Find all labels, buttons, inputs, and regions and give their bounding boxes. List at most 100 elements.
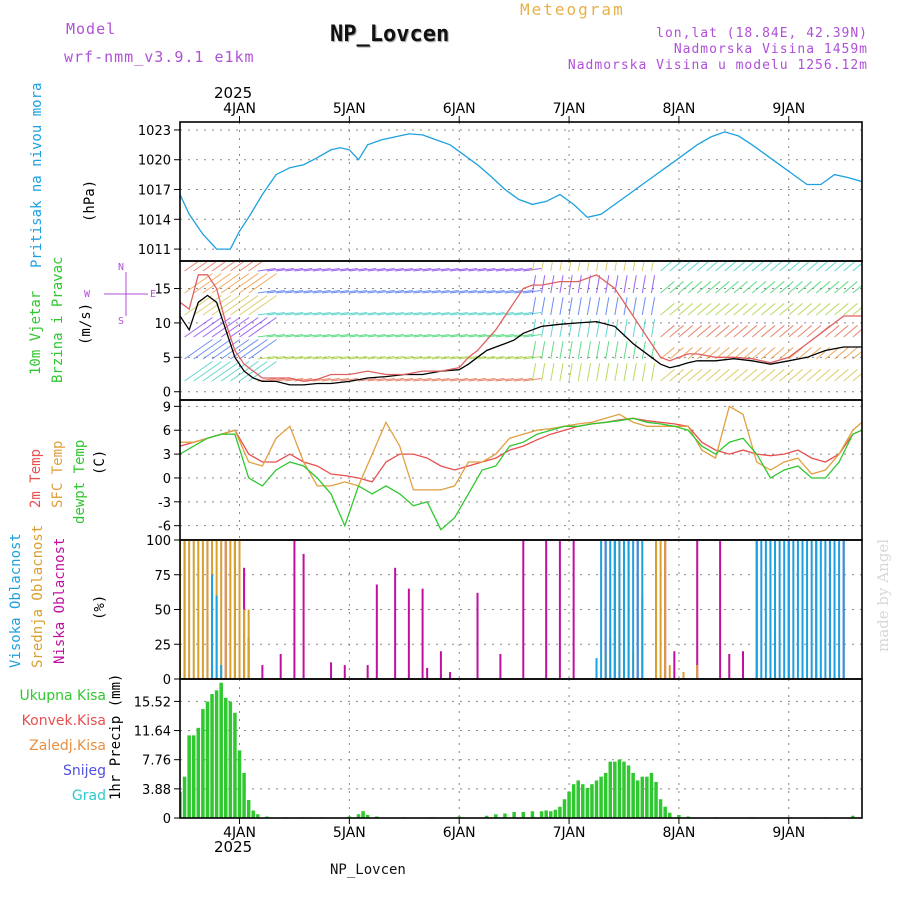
wind-barb: [312, 377, 331, 382]
wind-barb: [843, 347, 858, 360]
wind-barb: [751, 281, 767, 294]
y-tick-label: 1023: [138, 124, 171, 139]
bar: [796, 540, 799, 679]
bar: [640, 776, 645, 818]
wind-barb: [413, 267, 432, 272]
wind-barb: [550, 319, 555, 338]
wind-barb: [468, 311, 487, 316]
wind-barb: [385, 333, 404, 338]
wind-barb: [568, 319, 573, 338]
y-tick-label: 25: [154, 638, 171, 653]
bar: [663, 806, 667, 818]
wind-barb: [395, 333, 414, 338]
lonlat-label: lon,lat (18.84E, 42.39N): [656, 26, 868, 41]
y-tick-label: 0: [163, 386, 171, 401]
wind-barb: [477, 267, 496, 272]
wind-barb: [852, 328, 862, 338]
wind-barb: [468, 333, 487, 338]
wind-barb: [495, 311, 514, 316]
wind-barb: [568, 261, 572, 272]
y-tick-label: 0: [163, 812, 171, 827]
wind-barb: [605, 319, 610, 338]
wind-barb: [330, 333, 349, 338]
bar: [631, 772, 635, 818]
wind-barb: [239, 317, 268, 338]
bar: [562, 799, 567, 818]
panel-clouds: 0 25 50 75 100: [146, 534, 863, 688]
wind-barb: [184, 317, 213, 338]
wind-barb: [760, 303, 776, 316]
x-label-top: 8JAN: [662, 101, 695, 117]
bar: [476, 592, 479, 679]
panel-wind: 0 5 10 15: [154, 260, 863, 401]
bar: [696, 540, 699, 679]
wind-barb: [303, 333, 322, 338]
wind-barb: [660, 347, 675, 360]
wind-barb: [395, 289, 414, 294]
wind-barb: [395, 311, 414, 316]
wind-barb: [413, 333, 432, 338]
wind-barb: [751, 303, 767, 316]
wind-barb: [449, 311, 468, 316]
wind-barb: [312, 355, 331, 360]
wind-barb: [449, 267, 468, 272]
wind-barb: [459, 377, 478, 382]
wind-barb: [779, 347, 794, 360]
wind-barb: [459, 311, 478, 316]
bar: [343, 665, 346, 679]
wind-barb: [568, 297, 573, 316]
wind-barb: [330, 311, 349, 316]
compass-west: W: [84, 289, 91, 300]
wind-barb: [715, 281, 730, 294]
bar: [668, 812, 672, 818]
series-line-sfc-temp: [180, 405, 862, 491]
wind-barb: [815, 281, 831, 294]
bar: [851, 815, 855, 818]
year-bottom: 2025: [214, 838, 253, 856]
bar: [810, 540, 813, 679]
y-tick-label: 3.88: [142, 783, 171, 798]
y-tick-label: 100: [146, 534, 171, 549]
wind-barb: [230, 273, 259, 294]
bar: [279, 653, 282, 679]
wind-barb: [742, 303, 758, 316]
y-tick-label: 1014: [138, 213, 171, 228]
wind-barb: [193, 295, 222, 316]
bar: [499, 653, 502, 679]
wind-barb: [733, 303, 748, 316]
panel-pressure: 1011 1014 1017 1020 1023: [138, 121, 863, 262]
wind-barb: [294, 311, 313, 316]
wind-barb: [605, 275, 610, 294]
wind-barb: [843, 303, 858, 316]
wind-barb: [276, 355, 295, 360]
wind-barb: [495, 267, 514, 272]
bar: [585, 787, 590, 818]
wind-barb: [395, 377, 414, 382]
wind-barb: [550, 297, 555, 316]
wind-barb: [770, 369, 785, 382]
wind-barb: [696, 325, 712, 338]
x-label-bottom: 7JAN: [553, 825, 586, 841]
wind-barb: [541, 261, 544, 272]
bar: [256, 814, 260, 818]
compass-south: S: [118, 316, 125, 327]
wind-barb: [431, 355, 450, 360]
bar: [655, 540, 658, 679]
wind-barb: [312, 289, 331, 294]
bar: [576, 780, 580, 818]
wind-barb: [706, 347, 721, 360]
series-line-dewpt-temp: [180, 417, 862, 531]
x-label-top: 5JAN: [333, 101, 366, 117]
wind-barb: [550, 363, 555, 382]
x-label-top: 6JAN: [443, 101, 476, 117]
bar: [838, 540, 841, 679]
model-value: wrf-nmm_v3.9.1 e1km: [64, 48, 255, 66]
bar: [778, 540, 781, 679]
wind-barb: [586, 341, 591, 360]
wind-barb: [696, 281, 712, 294]
wind-barb: [852, 262, 862, 272]
wind-barb: [632, 341, 637, 360]
bar: [828, 540, 831, 679]
wind-barb: [742, 325, 758, 338]
wind-barb: [431, 311, 450, 316]
